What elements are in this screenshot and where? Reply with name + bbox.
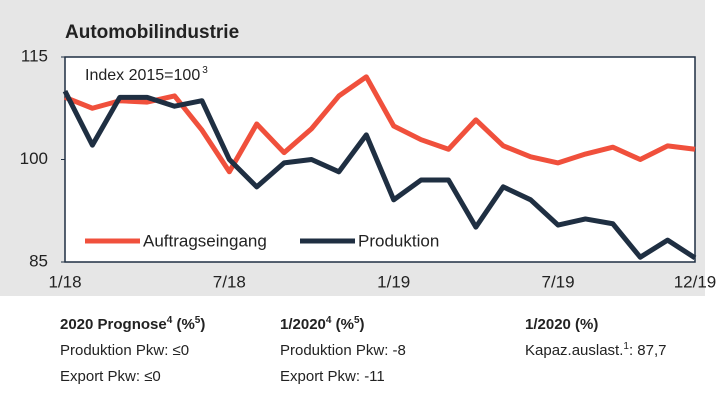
note-heading: 1/2020 (%) <box>525 312 667 338</box>
text-part: ) <box>359 316 365 333</box>
text-part: ) <box>200 316 206 333</box>
annotation-text: Index 2015=100 <box>85 67 200 84</box>
legend-label: Auftragseingang <box>143 231 267 250</box>
footnote-mark: 4 <box>166 315 173 326</box>
chart-title: Automobilindustrie <box>65 22 239 43</box>
notes: 2020 Prognose4 (%5) Produktion Pkw: ≤0 Exp… <box>0 312 728 402</box>
text-part: Export Pkw: ≤0 <box>60 368 161 385</box>
x-tick-label: 7/19 <box>541 272 574 291</box>
x-tick-label: 7/18 <box>213 272 246 291</box>
series-line <box>62 90 697 260</box>
text-part: (% <box>172 316 195 333</box>
note-line: Produktion Pkw: ≤0 <box>60 338 205 364</box>
text-part: Produktion Pkw: -8 <box>280 342 406 359</box>
text-part: : 87,7 <box>628 342 667 359</box>
footnote-mark: 1 <box>623 341 629 352</box>
x-tick-label: 1/18 <box>48 272 81 291</box>
footnote-mark: 4 <box>325 315 332 326</box>
text-part: (% <box>331 316 354 333</box>
note-line: Export Pkw: -11 <box>280 364 406 390</box>
footnote-mark: 5 <box>194 315 201 326</box>
note-heading: 1/20204 (%5) <box>280 312 406 338</box>
note-line: Export Pkw: ≤0 <box>60 364 205 390</box>
footnote-mark: 5 <box>353 315 360 326</box>
series-line <box>64 74 696 175</box>
annotation-sup: 3 <box>202 65 208 76</box>
note-line: Kapaz.auslast.1: 87,7 <box>525 338 667 364</box>
note-line: Produktion Pkw: -8 <box>280 338 406 364</box>
note-column: 1/20204 (%5) Produktion Pkw: -8 Export Pkw… <box>280 312 406 390</box>
note-column: 1/2020 (%) Kapaz.auslast.1: 87,7 <box>525 312 667 364</box>
y-tick-label: 100 <box>20 149 48 168</box>
text-part: Produktion Pkw: ≤0 <box>60 342 190 359</box>
legend-label: Produktion <box>358 231 439 250</box>
note-heading: 2020 Prognose4 (%5) <box>60 312 205 338</box>
text-part: Export Pkw: -11 <box>280 368 385 385</box>
text-part: 1/2020 (%) <box>525 316 599 333</box>
x-tick-label: 12/19 <box>674 272 717 291</box>
note-column: 2020 Prognose4 (%5) Produktion Pkw: ≤0 Exp… <box>60 312 205 390</box>
text-part: 2020 Prognose <box>60 316 167 333</box>
text-part: 1/2020 <box>280 316 326 333</box>
plot-area <box>64 56 696 263</box>
chart: Automobilindustrie Index 2015=100 3 85 100… <box>0 0 717 296</box>
x-tick-label: 1/19 <box>377 272 410 291</box>
y-tick-label: 115 <box>21 46 48 65</box>
annotation: Index 2015=100 3 <box>85 65 208 85</box>
y-tick-label: 85 <box>29 251 48 270</box>
text-part: Kapaz.auslast. <box>525 342 624 359</box>
